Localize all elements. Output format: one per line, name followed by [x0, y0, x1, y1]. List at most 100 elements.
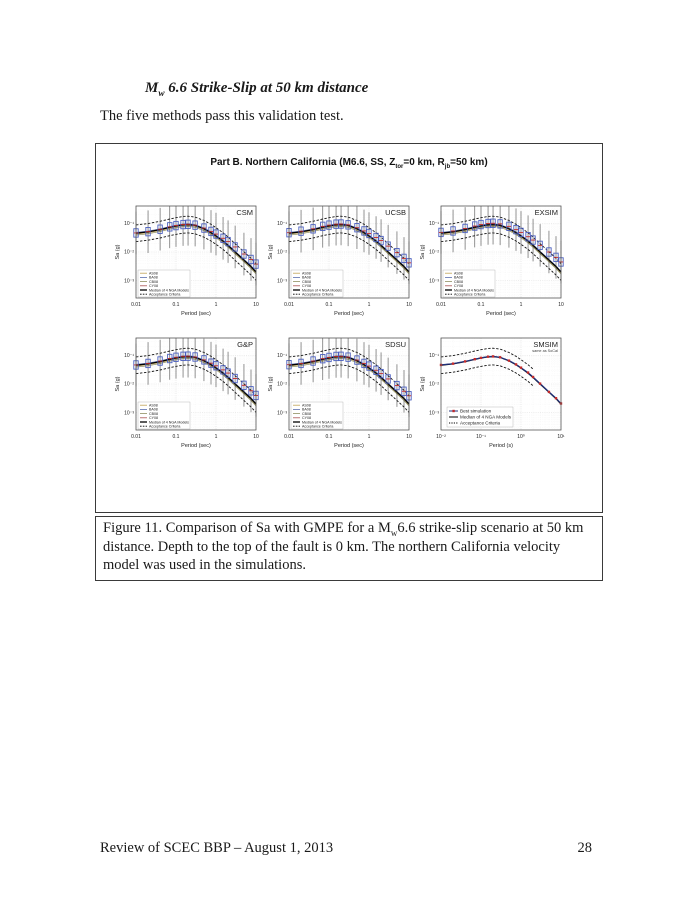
svg-text:AS08: AS08	[454, 272, 463, 276]
svg-text:CB08: CB08	[454, 280, 463, 284]
svg-text:10⁻²: 10⁻²	[429, 382, 439, 388]
figure-panel: Part B. Northern California (M6.6, SS, Z…	[95, 143, 603, 513]
plot-exsim: 0.01 0.1 1 10 10⁻¹ 10⁻² 10⁻³ Period (sec) Sa (g)…	[415, 194, 567, 322]
svg-text:BA08: BA08	[302, 408, 311, 412]
figure-title-sub-rjb: jb	[444, 164, 451, 170]
intro-text: The five methods pass this validation te…	[100, 108, 344, 124]
svg-text:0.1: 0.1	[478, 302, 485, 308]
svg-text:0.01: 0.01	[436, 302, 446, 308]
svg-text:BA08: BA08	[149, 408, 158, 412]
svg-text:10⁻²: 10⁻²	[124, 250, 134, 256]
svg-text:0.1: 0.1	[173, 434, 180, 440]
svg-text:CY08: CY08	[149, 416, 158, 420]
svg-text:AS08: AS08	[302, 404, 311, 408]
svg-text:Median of 4 NGA Models: Median of 4 NGA Models	[302, 420, 342, 424]
heading-subscript: w	[158, 89, 165, 99]
svg-text:0.01: 0.01	[284, 302, 294, 308]
svg-text:10: 10	[406, 302, 412, 308]
svg-text:Median of 4 NGA Models: Median of 4 NGA Models	[149, 420, 189, 424]
svg-text:10: 10	[406, 434, 412, 440]
svg-text:Acceptance Criteria: Acceptance Criteria	[460, 421, 501, 426]
svg-text:CB08: CB08	[302, 280, 311, 284]
svg-text:10⁻³: 10⁻³	[429, 278, 439, 284]
figure-title-text3: =50 km)	[450, 157, 488, 168]
svg-text:Period (sec): Period (sec)	[181, 311, 211, 317]
svg-text:1: 1	[368, 302, 371, 308]
svg-text:0.1: 0.1	[173, 302, 180, 308]
svg-text:SDSU: SDSU	[385, 340, 406, 349]
figure-caption: Figure 11. Comparison of Sa with GMPE fo…	[95, 516, 603, 582]
page-number: 28	[577, 840, 593, 856]
plot-gp: 0.01 0.1 1 10 10⁻¹ 10⁻² 10⁻³ Period (sec) Sa (g)…	[110, 326, 262, 454]
svg-text:1: 1	[215, 434, 218, 440]
svg-text:Median of 4 NGA Models: Median of 4 NGA Models	[149, 288, 189, 292]
svg-text:10⁻¹: 10⁻¹	[476, 434, 486, 440]
svg-text:10: 10	[558, 302, 564, 308]
svg-text:Acceptance Criteria: Acceptance Criteria	[454, 293, 485, 297]
svg-text:EXSIM: EXSIM	[535, 208, 558, 217]
svg-text:CY08: CY08	[149, 284, 158, 288]
svg-text:SMSIM: SMSIM	[533, 340, 558, 349]
svg-text:AS08: AS08	[302, 272, 311, 276]
svg-text:CSM: CSM	[236, 208, 253, 217]
svg-text:Period (sec): Period (sec)	[181, 443, 211, 449]
svg-text:10⁻²: 10⁻²	[436, 434, 446, 440]
svg-text:10⁻¹: 10⁻¹	[124, 353, 134, 359]
svg-text:0.1: 0.1	[326, 302, 333, 308]
svg-text:1: 1	[368, 434, 371, 440]
svg-text:Acceptance Criteria: Acceptance Criteria	[302, 293, 333, 297]
svg-text:10⁻³: 10⁻³	[277, 278, 287, 284]
svg-text:G&P: G&P	[237, 340, 253, 349]
svg-text:0.1: 0.1	[326, 434, 333, 440]
svg-text:CB08: CB08	[149, 412, 158, 416]
svg-text:10⁻¹: 10⁻¹	[429, 221, 439, 227]
svg-text:CB08: CB08	[302, 412, 311, 416]
svg-text:10⁻²: 10⁻²	[124, 382, 134, 388]
svg-text:Median of 4 NGA Models: Median of 4 NGA Models	[302, 288, 342, 292]
svg-text:Acceptance Criteria: Acceptance Criteria	[149, 293, 180, 297]
svg-text:10⁻¹: 10⁻¹	[124, 221, 134, 227]
svg-text:Period (sec): Period (sec)	[334, 443, 364, 449]
plot-sdsu: 0.01 0.1 1 10 10⁻¹ 10⁻² 10⁻³ Period (sec) Sa (g)…	[263, 326, 415, 454]
svg-text:AS08: AS08	[149, 404, 158, 408]
svg-text:1: 1	[215, 302, 218, 308]
svg-text:Sa (g): Sa (g)	[115, 376, 121, 391]
heading-text: M	[145, 80, 159, 96]
svg-text:1: 1	[520, 302, 523, 308]
plot-csm: 0.01 0.1 1 10 10⁻¹ 10⁻² 10⁻³ Period (sec) Sa (g)…	[110, 194, 262, 322]
svg-text:Best simulation: Best simulation	[460, 409, 492, 414]
figure-title-text2: =0 km, R	[403, 157, 445, 168]
svg-text:BA08: BA08	[454, 276, 463, 280]
svg-text:UCSB: UCSB	[385, 208, 406, 217]
svg-text:10⁻²: 10⁻²	[277, 250, 287, 256]
svg-text:10⁻¹: 10⁻¹	[277, 221, 287, 227]
page-footer: Review of SCEC BBP – August 1, 2013 28	[100, 840, 592, 857]
svg-text:AS08: AS08	[149, 272, 158, 276]
svg-text:CY08: CY08	[302, 416, 311, 420]
svg-text:Period (sec): Period (sec)	[486, 311, 516, 317]
svg-text:Period (sec): Period (sec)	[334, 311, 364, 317]
figure-title-sub-ztor: tor	[395, 164, 404, 170]
footer-text: Review of SCEC BBP – August 1, 2013	[100, 840, 334, 856]
svg-text:10⁻¹: 10⁻¹	[277, 353, 287, 359]
svg-text:10⁻¹: 10⁻¹	[429, 353, 439, 359]
svg-text:Sa (g): Sa (g)	[420, 376, 426, 391]
svg-text:Sa (g): Sa (g)	[420, 244, 426, 259]
svg-text:BA08: BA08	[149, 276, 158, 280]
svg-text:CY08: CY08	[302, 284, 311, 288]
svg-text:10⁻³: 10⁻³	[429, 410, 439, 416]
svg-text:10: 10	[253, 302, 259, 308]
svg-text:CB08: CB08	[149, 280, 158, 284]
svg-text:0.01: 0.01	[284, 434, 294, 440]
svg-text:same as SoCal: same as SoCal	[532, 349, 558, 353]
plot-smsim: 10⁻² 10⁻¹ 10⁰ 10¹ 10⁻¹ 10⁻² 10⁻³ Period (s) Sa (…	[415, 326, 567, 454]
svg-text:0.01: 0.01	[131, 434, 141, 440]
svg-text:Median of 4 NGA Models: Median of 4 NGA Models	[454, 288, 494, 292]
svg-text:10⁻³: 10⁻³	[124, 410, 134, 416]
svg-text:10¹: 10¹	[557, 434, 565, 440]
svg-text:Acceptance Criteria: Acceptance Criteria	[302, 425, 333, 429]
svg-text:Sa (g): Sa (g)	[268, 244, 274, 259]
svg-text:10⁻²: 10⁻²	[429, 250, 439, 256]
svg-text:BA08: BA08	[302, 276, 311, 280]
